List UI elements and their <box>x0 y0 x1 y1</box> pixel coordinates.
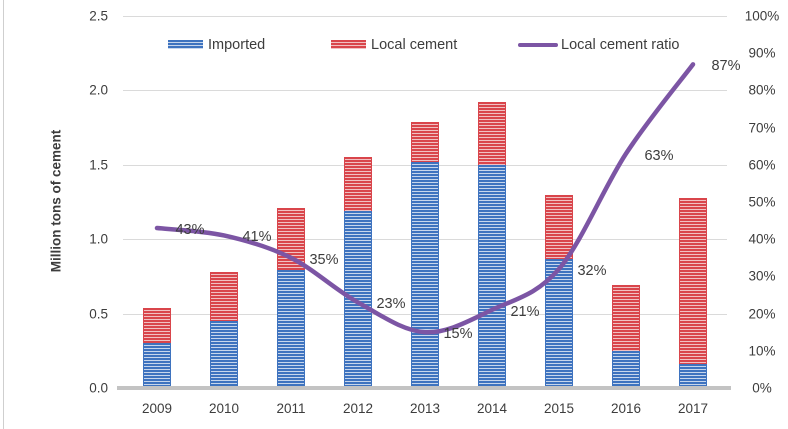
bar-2013-local-cement <box>411 121 439 162</box>
x-axis-label-2015: 2015 <box>543 401 575 416</box>
imported-legend-swatch-icon <box>168 40 203 49</box>
bar-2011-imported <box>277 270 305 388</box>
legend-label-imported: Imported <box>208 36 266 53</box>
x-axis-label-2016: 2016 <box>610 401 642 416</box>
x-axis-label-2009: 2009 <box>141 401 173 416</box>
bar-2012-local-cement <box>344 157 372 211</box>
gridline-2.0 <box>123 90 727 92</box>
left-axis-tick-2.0: 2.0 <box>89 82 108 98</box>
bar-2012-imported <box>344 210 372 388</box>
right-axis-tick-80%: 80% <box>748 82 776 98</box>
x-axis-label-2012: 2012 <box>342 401 374 416</box>
x-axis-label-2011: 2011 <box>276 401 306 416</box>
x-axis-line <box>117 386 731 390</box>
ratio-data-label-2010: 41% <box>242 229 272 246</box>
legend-item-local-cement-ratio: Local cement ratio <box>518 36 679 53</box>
bar-2010-imported <box>210 321 238 388</box>
ratio-legend-line-icon <box>518 42 558 47</box>
right-axis-tick-70%: 70% <box>748 119 776 135</box>
ratio-data-label-2011: 35% <box>309 251 339 268</box>
left-axis-tick-1.0: 1.0 <box>89 231 108 247</box>
right-axis-tick-50%: 50% <box>748 194 776 210</box>
ratio-data-label-2014: 21% <box>510 303 540 320</box>
right-axis-tick-90%: 90% <box>748 45 776 61</box>
local-cement-legend-swatch-icon <box>331 40 366 49</box>
right-axis-tick-40%: 40% <box>748 231 776 247</box>
bar-2010-local-cement <box>210 271 238 322</box>
bar-2015-imported <box>545 258 573 388</box>
right-axis-tick-30%: 30% <box>748 268 776 284</box>
x-axis-label-2013: 2013 <box>409 401 441 416</box>
right-axis-tick-100%: 100% <box>744 8 780 24</box>
ratio-data-label-2017: 87% <box>711 58 741 75</box>
x-axis-label-2017: 2017 <box>677 401 709 416</box>
left-axis-tick-2.5: 2.5 <box>89 8 108 24</box>
x-axis-label-2010: 2010 <box>208 401 240 416</box>
bar-2011-local-cement <box>277 207 305 271</box>
bar-2009-local-cement <box>143 307 171 344</box>
bar-2017-imported <box>679 364 707 388</box>
gridline-2.5 <box>123 16 727 17</box>
legend-item-imported: Imported <box>168 36 265 53</box>
bar-2015-local-cement <box>545 194 573 259</box>
bar-2014-local-cement <box>478 102 506 165</box>
bar-2016-local-cement <box>612 285 640 351</box>
right-axis-tick-60%: 60% <box>748 157 776 173</box>
bar-2013-imported <box>411 161 439 388</box>
right-axis-tick-0%: 0% <box>752 380 772 396</box>
bar-2014-imported <box>478 164 506 388</box>
ratio-data-label-2016: 63% <box>644 147 674 164</box>
legend-item-local-cement: Local cement <box>331 36 457 53</box>
left-axis-tick-0.0: 0.0 <box>89 380 108 396</box>
left-axis-tick-0.5: 0.5 <box>89 305 108 321</box>
right-axis-tick-20%: 20% <box>748 305 776 321</box>
ratio-data-label-2013: 15% <box>443 326 473 343</box>
y-axis-title: Million tons of cement <box>48 129 64 273</box>
bar-2017-local-cement <box>679 197 707 365</box>
legend-label-local-cement-ratio: Local cement ratio <box>561 36 680 53</box>
left-axis-tick-1.5: 1.5 <box>89 157 108 173</box>
ratio-data-label-2009: 43% <box>175 222 205 239</box>
ratio-data-label-2012: 23% <box>376 296 406 313</box>
legend-label-local-cement: Local cement <box>371 36 458 53</box>
window-left-border <box>3 0 4 429</box>
x-axis-label-2014: 2014 <box>476 401 508 416</box>
bar-2016-imported <box>612 350 640 388</box>
right-axis-tick-10%: 10% <box>748 343 776 359</box>
ratio-data-label-2015: 32% <box>577 262 607 279</box>
bar-2009-imported <box>143 343 171 388</box>
